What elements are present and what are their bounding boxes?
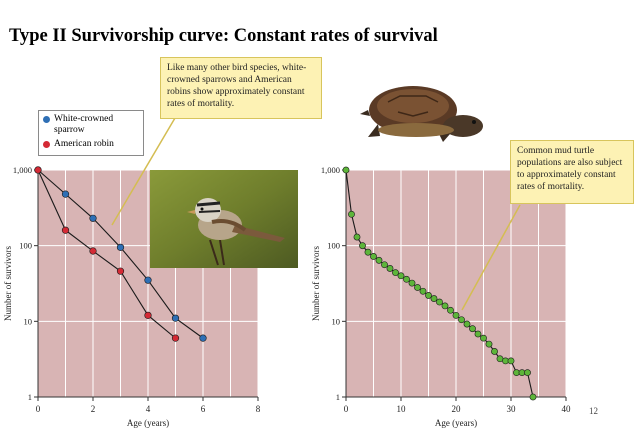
right-chart-y-tick-label: 100: [327, 241, 340, 251]
right-chart-series-0-point: [491, 348, 498, 355]
turtle-photo: [360, 86, 483, 142]
right-chart-x-axis-label: Age (years): [435, 418, 477, 428]
right-chart-series-0-point: [370, 253, 377, 260]
right-chart-series-0-point: [342, 166, 350, 174]
right-chart-y-axis-label: Number of survivors: [311, 246, 321, 321]
slide-title: Type II Survivorship curve: Constant rat…: [9, 26, 438, 46]
right-chart-series-0-point: [392, 269, 399, 277]
legend-label-sparrow: White-crowned sparrow: [54, 114, 114, 135]
right-chart-y-tick-label: 1: [336, 392, 340, 402]
right-chart-series-0-point: [436, 298, 443, 306]
left-chart-x-tick-label: 2: [91, 404, 96, 414]
right-chart-x-tick-label: 30: [507, 404, 517, 414]
left-chart-series-1-point: [34, 166, 42, 174]
left-chart-series-0-point: [144, 276, 152, 284]
left-chart-series-0-point: [171, 314, 180, 322]
right-chart-series-0-point: [524, 369, 531, 377]
right-chart-series-0-point: [353, 233, 361, 241]
right-chart-series-0-point: [386, 265, 394, 272]
right-chart-series-0-point: [441, 302, 449, 310]
right-chart-series-0-point: [425, 292, 432, 299]
left-chart-series-0-point: [116, 243, 125, 251]
right-chart-series-0-point: [430, 295, 438, 302]
right-chart-series-0-point: [463, 320, 471, 328]
right-chart-series-0-point: [452, 311, 460, 319]
left-chart-y-tick-label: 1,000: [13, 165, 32, 175]
right-chart-x-tick-label: 0: [344, 404, 349, 414]
right-chart-series-0-point: [414, 284, 421, 291]
right-chart-series-0-point: [364, 248, 372, 256]
right-chart-series-0-point: [480, 334, 487, 342]
left-chart-series-1-line: [37, 169, 176, 339]
left-chart-y-tick-label: 100: [19, 241, 32, 251]
callout-birds-text: Like many other bird species, white-crow…: [167, 63, 307, 109]
right-chart-y-tick-label: 10: [332, 316, 341, 326]
callout-turtle: Common mud turtle populations are also s…: [510, 140, 634, 204]
left-chart-x-tick-label: 6: [201, 404, 206, 414]
right-chart-series-0-point: [381, 261, 388, 269]
right-chart-x-tick-label: 10: [397, 404, 407, 414]
left-chart-x-tick-label: 8: [256, 404, 261, 414]
left-chart-series-1-point: [61, 226, 70, 234]
sparrow-marker-icon: [43, 116, 50, 123]
right-chart-series-0-point: [507, 357, 515, 365]
left-chart-series-1-point: [171, 334, 180, 342]
left-chart-series-0-point: [199, 334, 207, 342]
right-chart-series-0-point: [375, 256, 383, 264]
right-chart-series-0-point: [403, 275, 410, 283]
right-chart-x-tick-label: 40: [562, 404, 572, 414]
right-chart-series-0-point: [397, 272, 405, 280]
left-chart-y-axis-label: Number of survivors: [3, 246, 13, 321]
legend-item-robin: American robin: [43, 139, 139, 150]
left-chart-x-axis-label: Age (years): [127, 418, 169, 428]
right-chart-series-0-point: [419, 287, 427, 295]
callout-turtle-pointer: [461, 204, 521, 311]
right-chart-series-0-point: [447, 306, 454, 314]
right-chart-series-0-point: [408, 279, 416, 287]
left-chart-series-1-point: [89, 247, 97, 255]
callout-birds: Like many other bird species, white-crow…: [160, 57, 322, 119]
callout-turtle-text: Common mud turtle populations are also s…: [517, 146, 623, 192]
right-chart-series-0-point: [474, 330, 482, 338]
legend-left: White-crowned sparrow American robin: [38, 110, 144, 156]
right-chart-series-0-point: [359, 242, 366, 250]
left-chart-series-0-point: [61, 190, 70, 198]
right-chart-series-0-point: [469, 325, 476, 333]
right-chart-x-tick-label: 20: [452, 404, 462, 414]
right-chart-series-0-point: [529, 393, 537, 401]
sparrow-photo: [150, 170, 298, 268]
legend-label-robin: American robin: [54, 139, 114, 149]
right-chart-series-0-point: [348, 210, 355, 218]
left-chart-x-tick-label: 0: [36, 404, 41, 414]
legend-item-sparrow: White-crowned sparrow: [43, 114, 139, 136]
robin-marker-icon: [43, 141, 50, 148]
left-chart-y-tick-label: 1: [28, 392, 32, 402]
right-chart-y-tick-label: 1,000: [321, 165, 340, 175]
left-chart-y-tick-label: 10: [24, 316, 33, 326]
left-chart-x-tick-label: 4: [146, 404, 151, 414]
left-chart-series-1-point: [116, 267, 125, 275]
chart-right: 0 10 20 30 40 1 10 100 1,000 Age (years) Number of…: [311, 165, 571, 428]
left-chart-series-1-point: [144, 311, 152, 319]
left-chart-series-0-point: [89, 214, 97, 222]
callout-birds-pointer: [111, 117, 176, 226]
page-number: 12: [589, 406, 598, 416]
right-chart-series-0-point: [485, 340, 493, 348]
right-chart-series-0-point: [458, 316, 465, 324]
